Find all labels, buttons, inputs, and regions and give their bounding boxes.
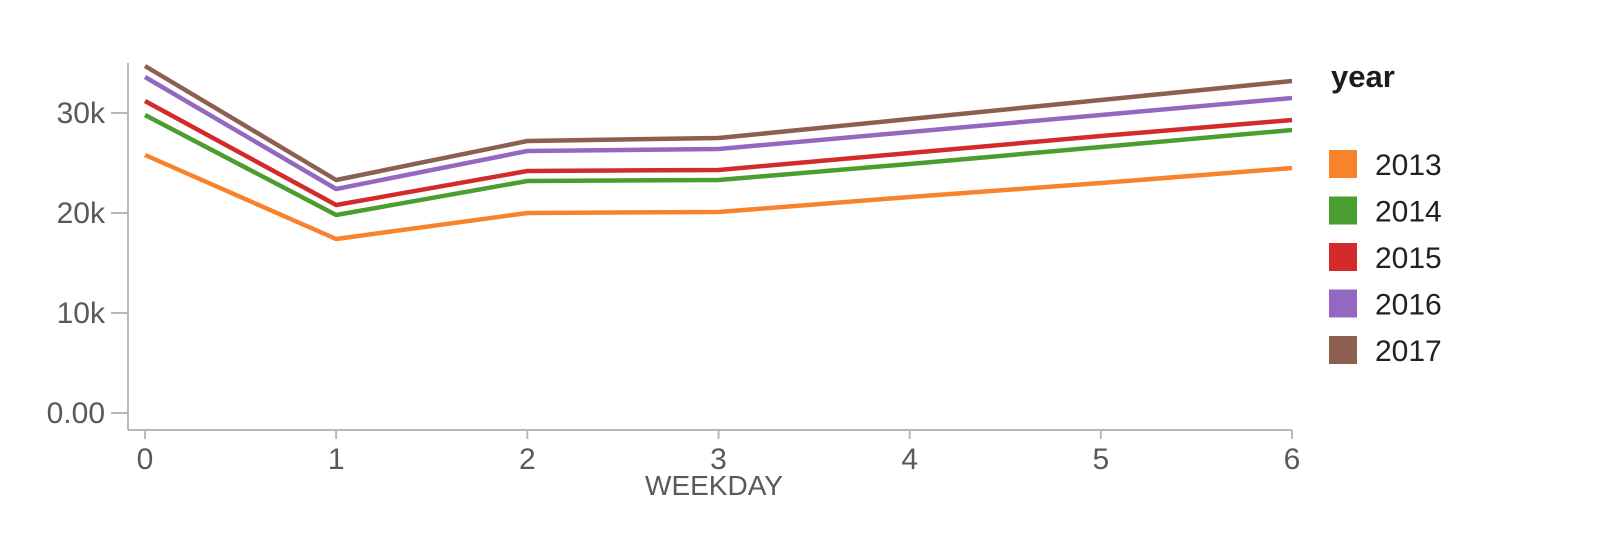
series-line-2014: [143, 113, 1293, 218]
x-tick-label: 1: [328, 443, 345, 476]
legend-title: year: [1331, 59, 1395, 94]
x-axis-title: WEEKDAY: [645, 470, 783, 501]
y-tick-label: 0.00: [47, 397, 105, 430]
y-tick-label: 10k: [57, 297, 106, 330]
legend-swatch-2014: [1329, 196, 1357, 225]
series-line-2016: [143, 75, 1293, 192]
series-line-2017: [143, 64, 1293, 183]
legend-label-2013: 2013: [1375, 149, 1442, 182]
x-tick-label: 4: [901, 443, 918, 476]
legend-swatch-2016: [1329, 289, 1357, 318]
legend-label-2015: 2015: [1375, 242, 1442, 275]
legend-swatch-2013: [1329, 150, 1357, 178]
legend-label-2014: 2014: [1375, 196, 1442, 229]
legend-swatch-2015: [1329, 243, 1357, 271]
legend-swatch-2017: [1329, 336, 1357, 364]
legend-label-2017: 2017: [1375, 335, 1442, 368]
y-tick-label: 30k: [57, 97, 106, 130]
series-line-2013: [144, 152, 1293, 242]
legend-label-2016: 2016: [1375, 289, 1442, 322]
x-tick-label: 6: [1284, 443, 1301, 476]
x-tick-label: 5: [1092, 443, 1109, 476]
x-tick-label: 3: [710, 443, 727, 476]
series-line-2015: [143, 99, 1293, 208]
y-tick-label: 20k: [57, 197, 106, 230]
x-tick-label: 2: [519, 443, 536, 476]
x-tick-label: 0: [137, 443, 154, 476]
